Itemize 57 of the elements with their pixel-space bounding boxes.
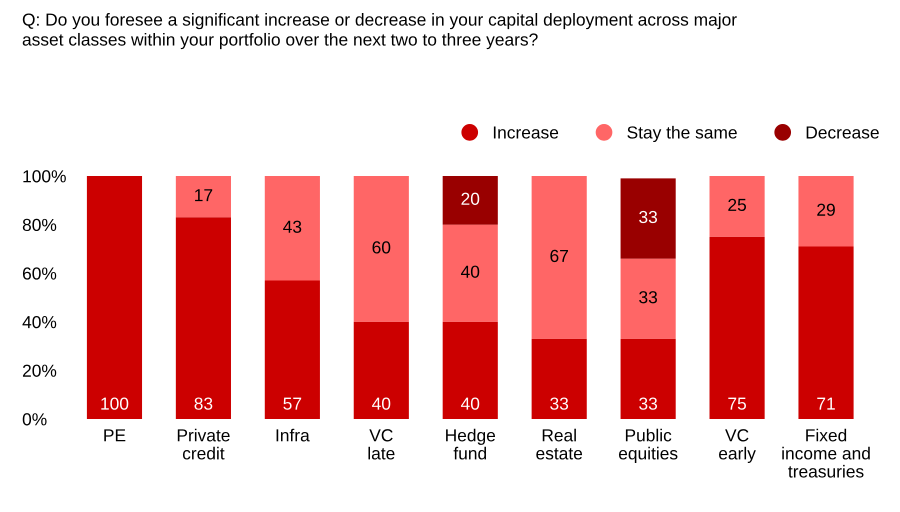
bar <box>354 322 409 419</box>
y-tick-label: 0% <box>22 413 47 426</box>
bar <box>532 176 587 339</box>
x-tick-label: Public equities <box>618 428 678 463</box>
bar <box>354 176 409 322</box>
y-tick-label: 80% <box>22 218 56 232</box>
legend-label: Increase <box>494 126 558 139</box>
y-tick-label: 100% <box>23 170 66 182</box>
bar <box>176 176 231 218</box>
data-label: 100 <box>101 397 128 410</box>
data-label: 29 <box>817 204 835 216</box>
data-label: 17 <box>195 189 212 202</box>
data-label: 71 <box>817 398 835 410</box>
bar <box>798 246 854 419</box>
data-label: 67 <box>550 250 568 262</box>
bar <box>532 338 587 419</box>
data-label: 75 <box>728 398 746 410</box>
chart-title: Q: Do you foresee a significant increase or decrease in your capital deployment across major asset classes within your portfolio over the next two to three years? <box>22 13 737 50</box>
x-tick-label: Fixed income and treasuries <box>782 428 870 478</box>
bar <box>710 236 765 419</box>
data-label: 33 <box>639 397 658 410</box>
x-tick-label: Real estate <box>536 428 582 460</box>
data-label: 40 <box>460 266 480 278</box>
data-label: 25 <box>728 198 746 212</box>
bar <box>710 176 765 237</box>
bar <box>86 176 142 419</box>
bar <box>442 176 498 225</box>
x-tick-label: VC late <box>368 429 395 460</box>
data-label: 40 <box>372 397 390 410</box>
bar <box>264 280 320 419</box>
data-label: 20 <box>461 192 480 205</box>
bar <box>442 322 498 419</box>
x-tick-label: Private credit <box>178 428 230 460</box>
x-tick-label: Hedge fund <box>446 428 496 460</box>
bar <box>620 338 676 419</box>
x-tick-label: VC early <box>719 429 756 463</box>
y-tick-label: 60% <box>22 267 56 280</box>
data-label: 40 <box>460 397 480 410</box>
data-label: 33 <box>550 397 568 410</box>
data-label: 60 <box>372 241 390 254</box>
data-label: 83 <box>194 397 212 410</box>
data-label: 33 <box>639 291 658 304</box>
data-label: 57 <box>283 398 302 410</box>
bar <box>176 217 231 419</box>
x-tick-label: Infra <box>276 428 310 442</box>
data-label: 43 <box>283 220 302 233</box>
bar <box>620 258 676 339</box>
legend-label: Decrease <box>806 126 879 139</box>
data-label: 33 <box>639 210 658 224</box>
bar <box>264 176 320 280</box>
x-tick-label: PE <box>104 429 126 442</box>
y-tick-label: 40% <box>22 316 56 328</box>
y-tick-label: 20% <box>22 364 56 377</box>
legend-label: Stay the same <box>627 126 737 142</box>
bar <box>620 178 676 259</box>
bar <box>798 176 854 246</box>
bar <box>442 224 498 322</box>
